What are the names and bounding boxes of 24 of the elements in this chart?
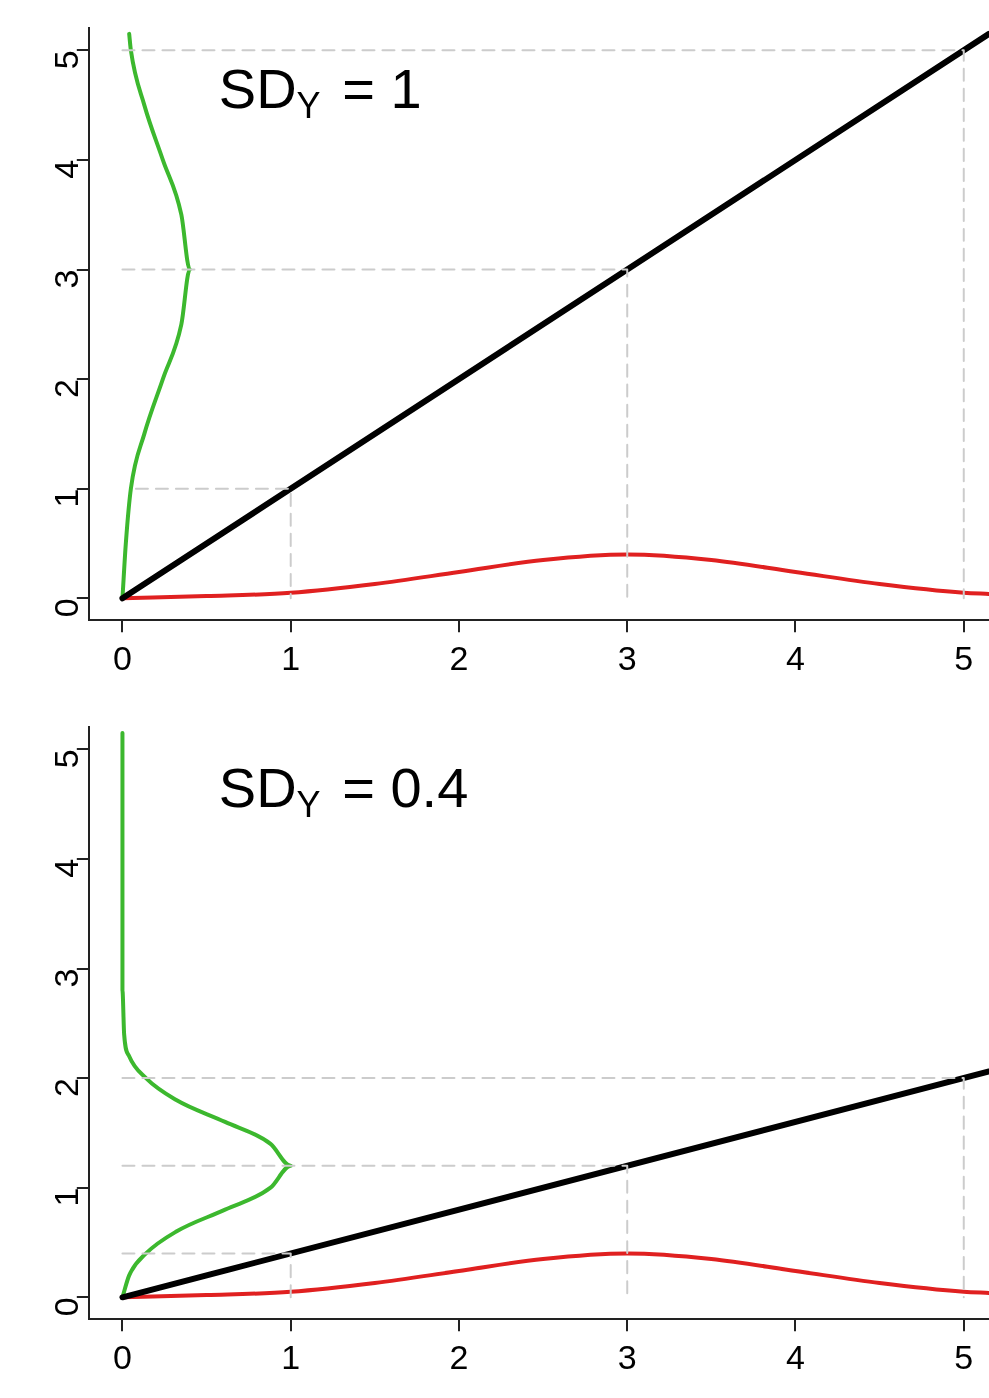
- y-tick-label: 0: [47, 1297, 86, 1317]
- x-tick-label: 5: [954, 638, 974, 677]
- y-tick-label: 4: [47, 858, 86, 878]
- x-tick-label: 2: [449, 1337, 469, 1376]
- x-tick-label: 3: [617, 1337, 637, 1376]
- x-tick-label: 5: [954, 1337, 974, 1376]
- x-tick-label: 2: [449, 638, 469, 677]
- x-tick-label: 1: [281, 1337, 301, 1376]
- x-tick-label: 0: [112, 1337, 132, 1376]
- y-tick-label: 5: [47, 749, 86, 769]
- x-tick-label: 0: [112, 638, 132, 677]
- x-tick-label: 4: [786, 1337, 805, 1376]
- y-tick-label: 3: [47, 269, 86, 289]
- y-tick-label: 0: [47, 598, 86, 618]
- x-tick-label: 4: [786, 638, 805, 677]
- y-tick-label: 3: [47, 968, 86, 988]
- y-tick-label: 2: [47, 379, 86, 399]
- y-tick-label: 4: [47, 159, 86, 179]
- y-tick-label: 5: [47, 50, 86, 70]
- x-tick-label: 1: [281, 638, 301, 677]
- x-tick-label: 3: [617, 638, 637, 677]
- y-tick-label: 1: [47, 488, 86, 508]
- y-tick-label: 2: [47, 1078, 86, 1098]
- y-tick-label: 1: [47, 1187, 86, 1207]
